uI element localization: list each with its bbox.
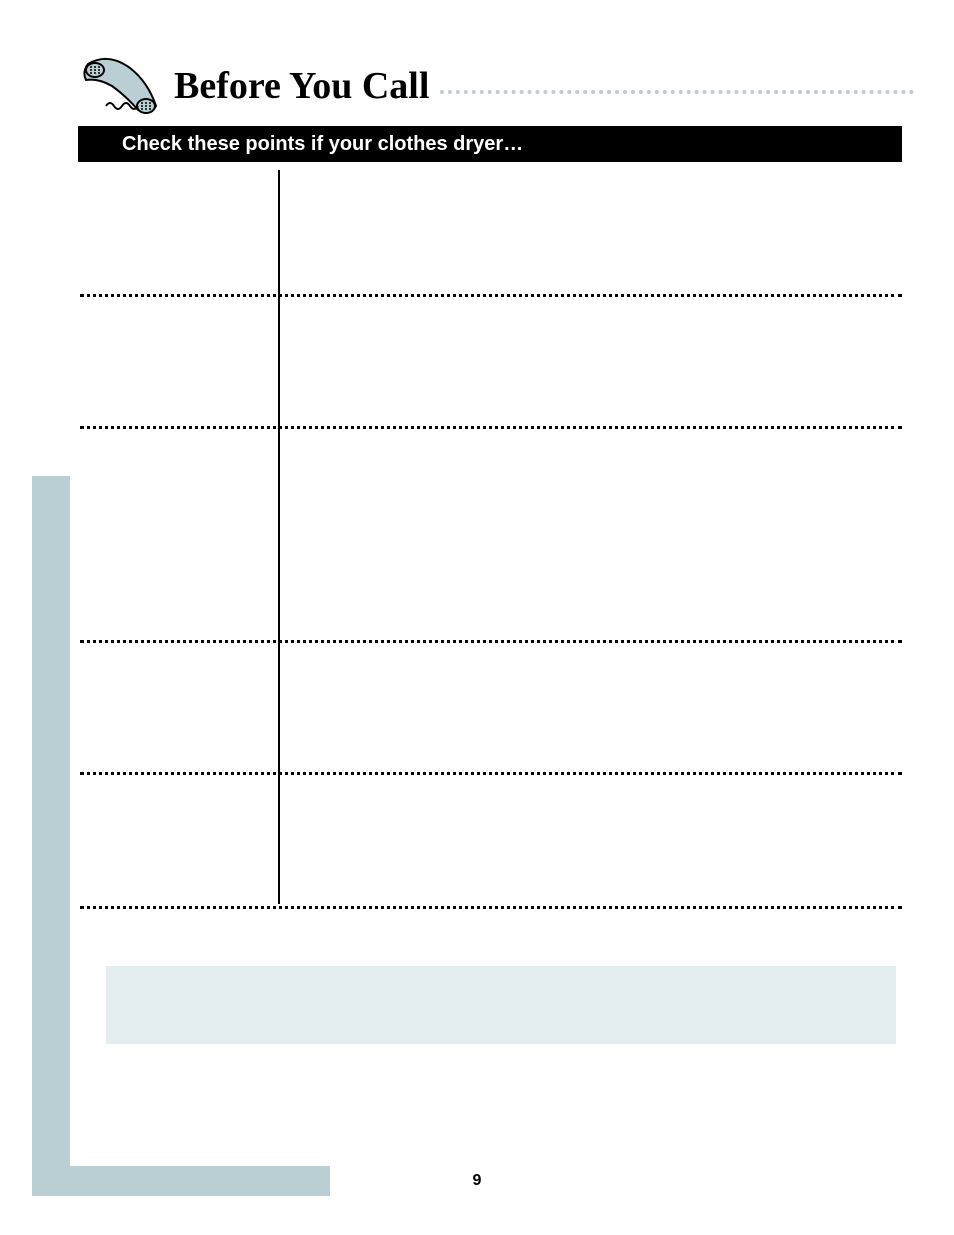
section-banner-text: Check these points if your clothes dryer… xyxy=(122,133,523,155)
table-column-divider xyxy=(278,170,280,904)
heading-dotted-rule xyxy=(440,90,914,94)
table-row-separator xyxy=(80,906,902,909)
telephone-handset-icon xyxy=(78,54,168,122)
table-row-separator xyxy=(80,772,902,775)
accent-bar-vertical xyxy=(32,476,70,1196)
callout-box xyxy=(106,966,896,1044)
page-title: Before You Call xyxy=(174,64,429,108)
page: Before You Call Check these points if yo… xyxy=(0,0,954,1235)
table-row-separator xyxy=(80,426,902,429)
table-row-separator xyxy=(80,294,902,297)
page-number: 9 xyxy=(0,1172,954,1190)
section-banner: Check these points if your clothes dryer… xyxy=(78,126,902,162)
table-row-separator xyxy=(80,640,902,643)
